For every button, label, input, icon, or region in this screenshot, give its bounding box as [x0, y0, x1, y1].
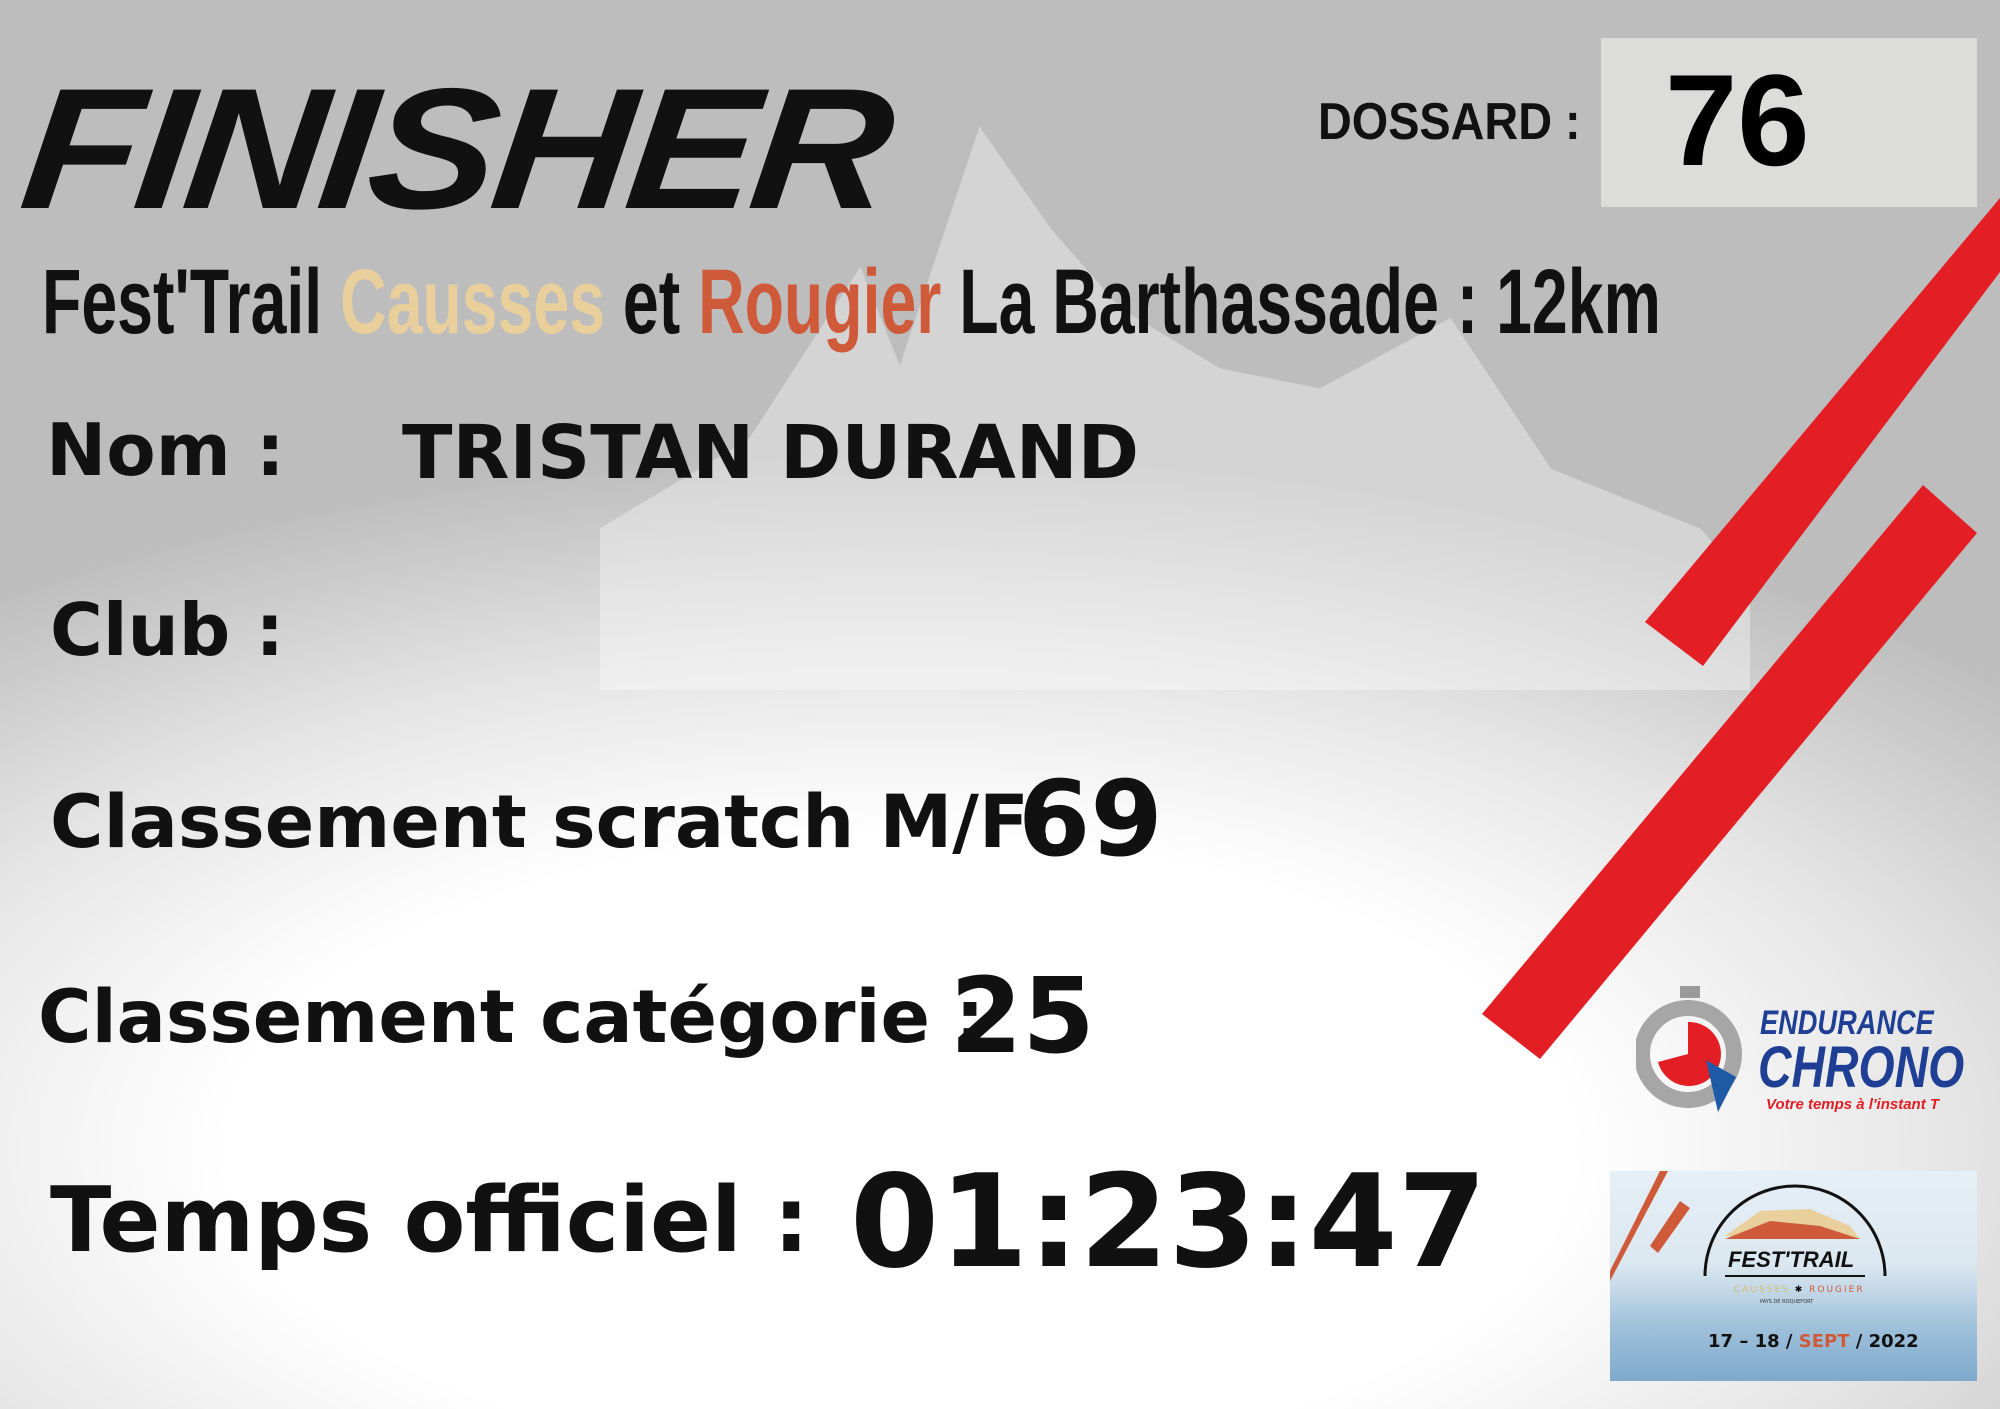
- festtrail-month: SEPT: [1798, 1331, 1850, 1352]
- event-name: Fest'Trail: [42, 251, 341, 353]
- red-stripe-lower: [1482, 485, 1977, 1059]
- temps-label: Temps officiel :: [50, 1168, 810, 1273]
- festtrail-logo: FEST'TRAIL CAUSSES ✱ ROUGIER PAYS DE ROQ…: [1610, 1171, 1977, 1381]
- categorie-value: 25: [950, 955, 1095, 1077]
- event-title: Fest'Trail Causses et Rougier La Barthas…: [42, 250, 1661, 355]
- chrono-text: CHRONO: [1758, 1035, 1965, 1100]
- festtrail-subtitle: CAUSSES ✱ ROUGIER: [1734, 1285, 1865, 1295]
- festtrail-name: FEST'TRAIL: [1728, 1247, 1855, 1272]
- categorie-label: Classement catégorie :: [38, 975, 985, 1060]
- dossard-box: [1601, 38, 1977, 207]
- scratch-label: Classement scratch M/F:: [50, 780, 1055, 865]
- club-label: Club :: [50, 588, 285, 672]
- endurance-chrono-logo: ENDURANCE CHRONO Votre temps à l'instant…: [1636, 982, 1964, 1117]
- festtrail-rougier: ROUGIER: [1809, 1285, 1865, 1295]
- festtrail-year: 2022: [1868, 1331, 1919, 1352]
- festtrail-causses: CAUSSES: [1734, 1285, 1790, 1295]
- dossard-number: 76: [1665, 47, 1810, 193]
- event-race: La Barthassade : 12km: [941, 251, 1661, 353]
- scratch-value: 69: [1018, 758, 1163, 880]
- endurance-text: ENDURANCE: [1760, 1004, 1934, 1042]
- festtrail-graphic: [1610, 1171, 1887, 1281]
- event-rougier: Rougier: [698, 251, 942, 353]
- endurance-tagline: Votre temps à l'instant T: [1766, 1096, 1940, 1113]
- event-causses: Causses: [340, 251, 606, 353]
- festtrail-days: 17 – 18: [1708, 1331, 1780, 1352]
- mountain-sketch: [600, 126, 1750, 690]
- stopwatch-icon: [1636, 986, 1742, 1112]
- festtrail-dates: 17 – 18 / SEPT / 2022: [1708, 1331, 1919, 1352]
- festtrail-sub: PAYS DE ROQUEFORT: [1760, 1299, 1814, 1305]
- nom-value: TRISTAN DURAND: [402, 410, 1140, 496]
- event-et: et: [605, 251, 699, 353]
- dossard-label: DOSSARD :: [1318, 93, 1581, 151]
- red-stripe-upper: [1645, 198, 2000, 666]
- temps-value: 01:23:47: [850, 1148, 1487, 1297]
- nom-label: Nom :: [46, 408, 285, 492]
